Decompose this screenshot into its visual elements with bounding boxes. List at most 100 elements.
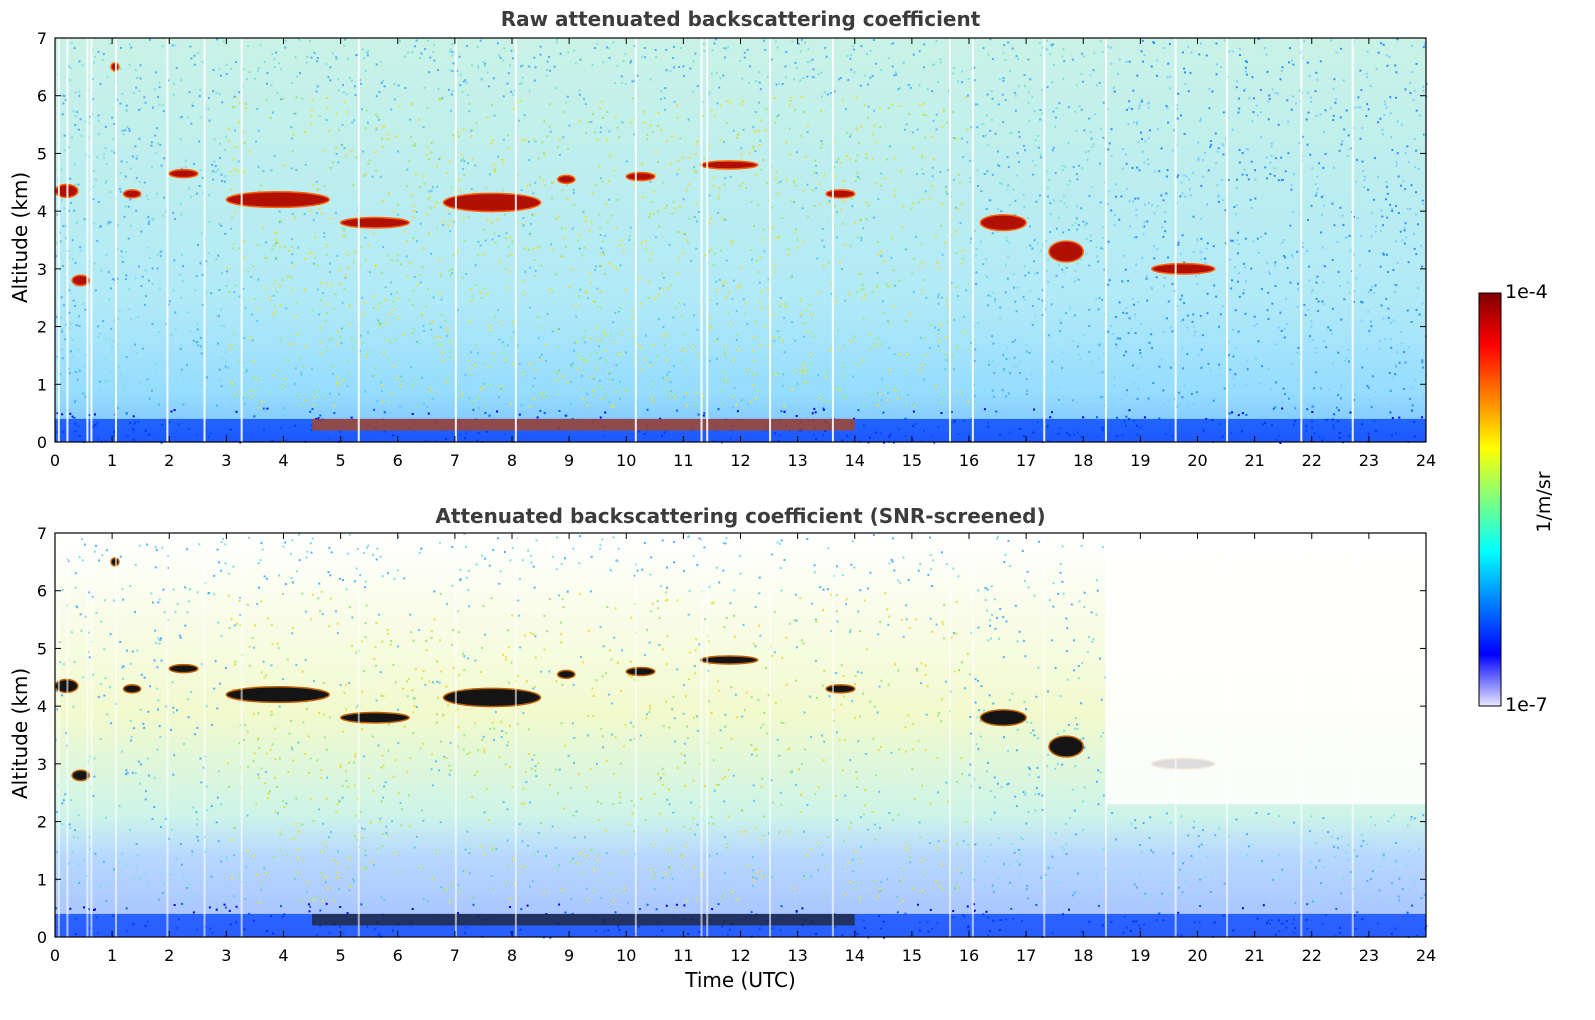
panel-2-x-tick-label: 20	[1187, 946, 1207, 965]
panel-1-cloud-6	[225, 191, 330, 209]
panel-2-cloud-9	[556, 669, 576, 680]
panel-2-x-tick-label: 14	[845, 946, 865, 965]
panel-2-cloud-4	[122, 684, 142, 694]
panel-1-data-gaps	[57, 38, 1354, 442]
panel-1-cloud-12	[825, 189, 856, 199]
panel-2-y-tick-label: 2	[37, 813, 47, 832]
top-panel-title: Raw attenuated backscattering coefficien…	[500, 7, 981, 31]
panel-1-aerosol-band	[312, 418, 855, 431]
panel-2-cloud-10	[625, 666, 656, 677]
panel-2-cloud-12	[825, 684, 856, 694]
panel-2-y-tick-label: 6	[37, 582, 47, 601]
panel-1-x-tick-label: 8	[507, 451, 517, 470]
panel-2-x-tick-label: 13	[787, 946, 807, 965]
panel-1-x-tick-label: 21	[1244, 451, 1264, 470]
panel-1-y-tick-label: 0	[37, 433, 47, 452]
panel-1-x-tick-label: 14	[845, 451, 865, 470]
panel-2-x-tick-label: 23	[1359, 946, 1379, 965]
panel-1-cloud-4	[122, 189, 142, 199]
panel-1-y-tick-label: 5	[37, 144, 47, 163]
panel-1-cloud-5	[168, 168, 199, 179]
panel-2-x-tick-label: 8	[507, 946, 517, 965]
panel-2-x-tick-label: 12	[730, 946, 750, 965]
panel-1-x-tick-label: 18	[1073, 451, 1093, 470]
panel-1-y-tick-label: 4	[37, 202, 47, 221]
panel-1-cloud-9	[556, 174, 576, 185]
panel-2-cloud-13	[979, 709, 1027, 727]
panel-2-cloud-14	[1048, 735, 1085, 758]
panel-1-x-tick-label: 10	[616, 451, 636, 470]
panel-1-y-tick-label: 1	[37, 375, 47, 394]
panel-1-x-tick-label: 20	[1187, 451, 1207, 470]
panel-2-plot: 0 1 2 3 4 5 6 7 8 9 10 11 12 13 14 15 16 17 18 19 20 21 22 23 24…	[37, 524, 1436, 965]
panel-1-cloud-13	[979, 214, 1027, 232]
panel-2-y-tick-label: 7	[37, 524, 47, 543]
panel-1-y-tick-label: 6	[37, 87, 47, 106]
panel-1-background	[55, 38, 1426, 442]
panel-2-screened-region	[1106, 533, 1426, 805]
panel-1-x-tick-label: 13	[787, 451, 807, 470]
x-axis-label: Time (UTC)	[685, 968, 796, 992]
panel-1-y-tick-label: 2	[37, 318, 47, 337]
panel-2-y-tick-label: 4	[37, 697, 47, 716]
panel-1-x-tick-label: 2	[164, 451, 174, 470]
panel-1-x-tick-label: 12	[730, 451, 750, 470]
panel-2-x-tick-label: 0	[50, 946, 60, 965]
panel-1-x-tick-label: 4	[278, 451, 288, 470]
panel-2-x-tick-label: 3	[221, 946, 231, 965]
panel-2-x-tick-label: 16	[959, 946, 979, 965]
panel-2-x-tick-label: 15	[902, 946, 922, 965]
colorbar-min-label: 1e-7	[1505, 694, 1548, 716]
panel-1-x-tick-label: 19	[1130, 451, 1150, 470]
panel-1-x-tick-label: 15	[902, 451, 922, 470]
panel-2-x-tick-label: 18	[1073, 946, 1093, 965]
panel-1-x-tick-label: 16	[959, 451, 979, 470]
panel-2-x-tick-label: 22	[1302, 946, 1322, 965]
panel-1-cloud-8	[442, 192, 542, 213]
panel-2-cloud-8	[442, 687, 542, 708]
panel-2-y-tick-label: 1	[37, 870, 47, 889]
panel-2-cloud-5	[168, 663, 199, 674]
panel-1-cloud-14	[1048, 240, 1085, 263]
panel-2-x-tick-label: 1	[107, 946, 117, 965]
panel-1-x-tick-label: 11	[673, 451, 693, 470]
panel-1-x-tick-label: 24	[1416, 451, 1436, 470]
panel-1-cloud-15	[1151, 262, 1216, 275]
panel-1-x-tick-label: 3	[221, 451, 231, 470]
panel-1-x-tick-label: 1	[107, 451, 117, 470]
panel-2-y-tick-label: 3	[37, 755, 47, 774]
panel-2-x-tick-label: 5	[336, 946, 346, 965]
panel-2-x-tick-label: 6	[393, 946, 403, 965]
panel-2-cloud-6	[225, 686, 330, 704]
panel-2-x-tick-label: 2	[164, 946, 174, 965]
panel-1-x-tick-label: 23	[1359, 451, 1379, 470]
colorbar	[1478, 292, 1502, 707]
panel-1-cloud-2	[71, 274, 91, 287]
panel-1-x-tick-label: 17	[1016, 451, 1036, 470]
panel-1-cloud-11	[699, 160, 759, 170]
panel-2-y-tick-label: 0	[37, 928, 47, 947]
panel-1-x-tick-label: 9	[564, 451, 574, 470]
panel-2-cloud-2	[71, 769, 91, 782]
panel-2-x-tick-label: 21	[1244, 946, 1264, 965]
panel-2-aerosol-band	[312, 913, 855, 926]
panel-2-cloud-7	[339, 711, 410, 724]
panel-1-cloud-10	[625, 171, 656, 182]
bottom-panel-title: Attenuated backscattering coefficient (S…	[435, 504, 1046, 528]
panel-2-y-tick-label: 5	[37, 639, 47, 658]
panel-2-x-tick-label: 7	[450, 946, 460, 965]
panel-1-y-tick-label: 7	[37, 29, 47, 48]
panel-2-x-tick-label: 9	[564, 946, 574, 965]
panel-1-x-tick-label: 6	[393, 451, 403, 470]
panel-1-y-tick-label: 3	[37, 260, 47, 279]
colorbar-max-label: 1e-4	[1505, 281, 1548, 303]
panel-1-plot: 0 1 2 3 4 5 6 7 8 9 10 11 12 13 14 15 16 17 18 19 20 21 22 23 24…	[37, 29, 1436, 470]
panel-1-cloud-7	[339, 216, 410, 229]
panel-1-x-tick-label: 0	[50, 451, 60, 470]
panel-2-x-tick-label: 24	[1416, 946, 1436, 965]
panel-2-x-tick-label: 10	[616, 946, 636, 965]
panel-1-x-tick-label: 7	[450, 451, 460, 470]
panel-1-noise	[55, 38, 1428, 444]
